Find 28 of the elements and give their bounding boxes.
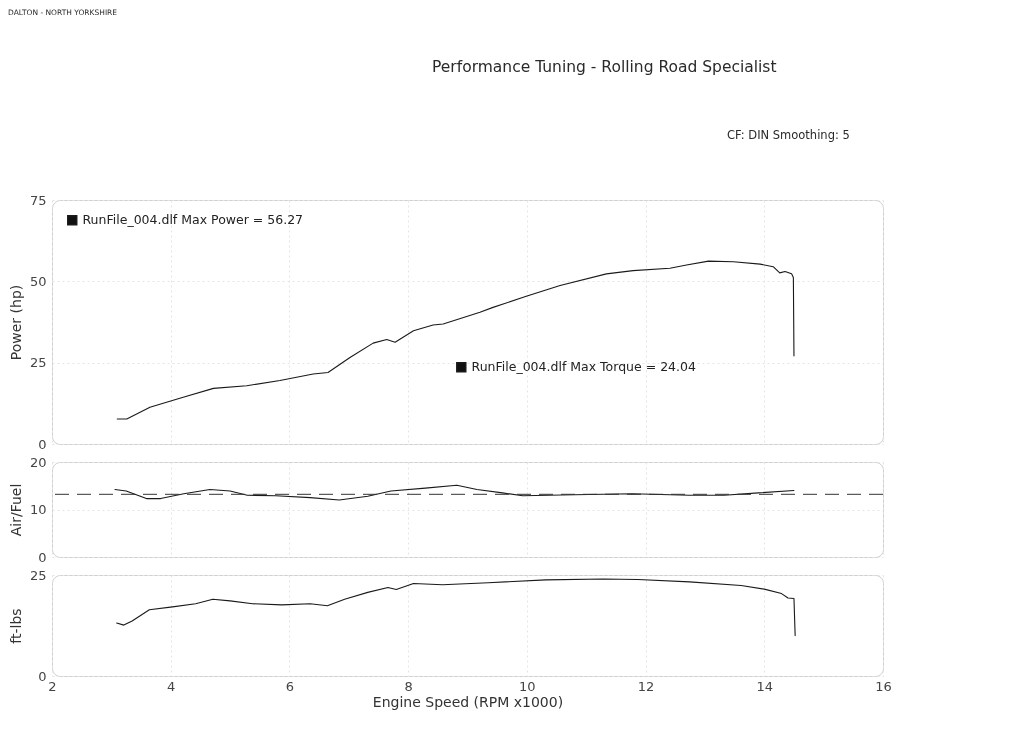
x-tick-label: 2 [48, 678, 57, 694]
text: Performance Tuning - Rolling Road Specialist [432, 58, 777, 77]
y-tick-label: 0 [38, 436, 47, 452]
x-tick-label: 4 [167, 678, 176, 694]
x-tick-label: 14 [756, 678, 774, 694]
y-axis-title: ft-lbs [7, 608, 24, 644]
line-series [114, 484, 795, 501]
x-tick-label: 10 [519, 678, 536, 694]
y-tick-label: 10 [29, 502, 47, 517]
y-tick-label: 0 [38, 549, 47, 565]
line-series [116, 578, 796, 637]
y-tick-label: 0 [38, 668, 47, 684]
y-tick-label: 75 [29, 192, 47, 208]
legend-label: RunFile_004.dlf Max Power = 56.27 [82, 212, 304, 228]
y-axis-title: Power (hp) [7, 284, 24, 361]
x-axis-title: Engine Speed (RPM x1000) [372, 693, 564, 710]
x-tick-label: 12 [637, 678, 655, 694]
text: CF: DIN Smoothing: 5 [727, 128, 850, 142]
y-tick-label: 25 [29, 567, 47, 583]
x-tick-label: 16 [875, 678, 892, 694]
x-tick-label: 6 [285, 678, 295, 694]
y-tick-label: 25 [29, 355, 47, 371]
y-tick-label: 20 [29, 454, 47, 470]
legend-label: RunFile_004.dlf Max Torque = 24.04 [471, 359, 696, 375]
x-tick-label: 8 [404, 678, 413, 694]
y-tick-label: 50 [29, 273, 47, 289]
y-axis-title: Air/Fuel [7, 483, 24, 537]
line-series [116, 260, 795, 420]
